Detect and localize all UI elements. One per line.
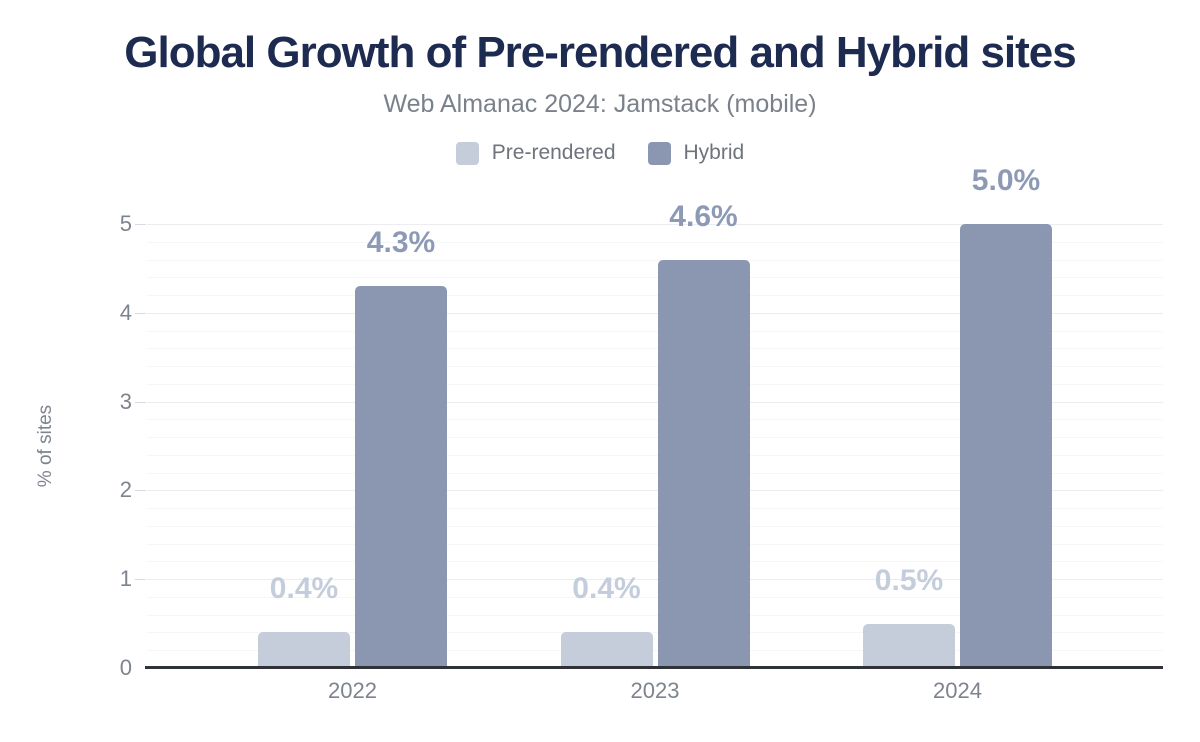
gridline-minor — [147, 632, 1163, 634]
x-axis-label-2024: 2024 — [933, 678, 982, 703]
bar-pre-rendered-2023[interactable] — [560, 632, 653, 668]
bar-hybrid-2023[interactable] — [657, 259, 750, 668]
gridline-minor — [147, 650, 1163, 652]
y-axis-tick-mark — [135, 579, 146, 581]
x-axis-label-2023: 2023 — [630, 678, 680, 703]
bar-value-label-pre-rendered-2022: 0.4% — [269, 572, 339, 606]
gridline-minor — [147, 508, 1163, 510]
y-axis-title: % of sites — [35, 404, 56, 488]
bar-hybrid-2024[interactable] — [960, 224, 1052, 668]
legend: Pre-rendered Hybrid — [0, 141, 1200, 165]
y-axis-tick-label: 4 — [119, 299, 132, 325]
gridline-minor — [147, 437, 1163, 439]
y-axis-tick-mark — [135, 224, 146, 225]
bar-pre-rendered-2022[interactable] — [258, 632, 350, 668]
bar-value-label-pre-rendered-2023: 0.4% — [572, 572, 641, 606]
y-axis-tick-mark — [135, 312, 146, 314]
gridline-major — [147, 312, 1163, 314]
y-axis-tick-mark — [135, 401, 146, 403]
bar-value-label-hybrid-2024: 5.0% — [971, 164, 1041, 197]
gridline-minor — [147, 330, 1163, 332]
bar-value-label-hybrid-2022: 4.3% — [366, 226, 436, 260]
legend-item-pre-rendered[interactable]: Pre-rendered — [455, 141, 616, 165]
x-axis-label-2022: 2022 — [328, 678, 377, 703]
chart-title: Global Growth of Pre-rendered and Hybrid… — [124, 28, 1077, 77]
bar-hybrid-2022[interactable] — [355, 286, 447, 668]
x-axis-line — [145, 666, 1163, 669]
gridline-minor — [147, 454, 1163, 456]
gridline-minor — [147, 259, 1163, 261]
gridline-minor — [147, 366, 1163, 368]
gridline-minor — [147, 614, 1163, 616]
y-axis-tick-label: 0 — [119, 655, 132, 680]
gridline-major — [147, 401, 1163, 403]
y-axis-tick-label: 5 — [119, 211, 132, 236]
gridline-major — [147, 224, 1163, 225]
legend-item-label: Hybrid — [683, 141, 745, 164]
bar-pre-rendered-2024[interactable] — [863, 623, 955, 668]
y-axis-tick-mark — [135, 490, 146, 492]
gridline-minor — [147, 295, 1163, 297]
y-axis-tick-label: 3 — [119, 388, 132, 414]
gridline-minor — [147, 419, 1163, 421]
gridline-minor — [147, 525, 1163, 527]
gridline-minor — [147, 383, 1163, 385]
bar-value-label-hybrid-2023: 4.6% — [669, 199, 738, 233]
y-axis-tick-label: 1 — [119, 566, 132, 592]
gridline-minor — [147, 241, 1163, 243]
gridline-minor — [147, 596, 1163, 598]
gridline-major — [147, 579, 1163, 581]
chart-subtitle: Web Almanac 2024: Jamstack (mobile) — [383, 90, 817, 118]
legend-item-label: Pre-rendered — [491, 141, 616, 164]
gridline-minor — [147, 561, 1163, 563]
legend-swatch-icon — [455, 141, 479, 165]
gridline-major — [147, 490, 1163, 492]
legend-swatch-icon — [647, 141, 671, 165]
gridline-minor — [147, 348, 1163, 350]
legend-item-hybrid[interactable]: Hybrid — [647, 141, 745, 165]
gridline-minor — [147, 472, 1163, 474]
bar-value-label-pre-rendered-2024: 0.5% — [874, 563, 944, 597]
y-axis-tick-label: 2 — [119, 477, 132, 503]
plot-area: 0.4% 4.3% 0.4% 4.6% 0.5% 5.0% — [147, 165, 1163, 668]
gridline-minor — [147, 277, 1163, 279]
gridline-minor — [147, 543, 1163, 545]
